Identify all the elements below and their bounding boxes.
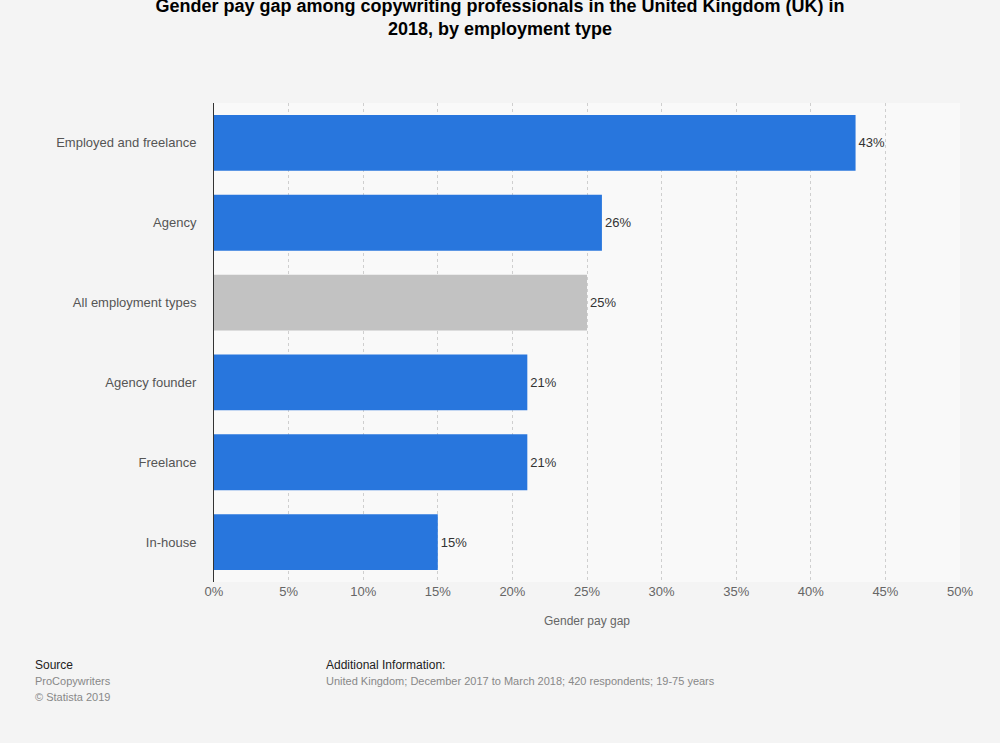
- svg-text:ProCopywriters: ProCopywriters: [35, 675, 111, 687]
- svg-text:Agency: Agency: [153, 215, 197, 230]
- svg-text:Gender pay gap among copywriti: Gender pay gap among copywriting profess…: [155, 0, 844, 39]
- svg-text:20%: 20%: [499, 584, 525, 599]
- svg-text:45%: 45%: [872, 584, 898, 599]
- svg-text:25%: 25%: [590, 295, 616, 310]
- svg-text:0%: 0%: [205, 584, 224, 599]
- svg-text:Source: Source: [35, 658, 73, 672]
- svg-text:In-house: In-house: [146, 535, 197, 550]
- svg-text:Gender pay gap: Gender pay gap: [544, 614, 630, 628]
- svg-text:21%: 21%: [530, 455, 556, 470]
- svg-text:50%: 50%: [947, 584, 973, 599]
- svg-text:43%: 43%: [859, 135, 885, 150]
- svg-text:Additional Information:: Additional Information:: [326, 658, 445, 672]
- svg-text:5%: 5%: [279, 584, 298, 599]
- svg-text:Agency founder: Agency founder: [105, 375, 197, 390]
- svg-text:30%: 30%: [649, 584, 675, 599]
- svg-text:© Statista 2019: © Statista 2019: [35, 691, 110, 703]
- svg-text:United Kingdom; December 2017: United Kingdom; December 2017 to March 2…: [326, 675, 715, 687]
- svg-text:25%: 25%: [574, 584, 600, 599]
- svg-text:35%: 35%: [723, 584, 749, 599]
- svg-text:15%: 15%: [441, 535, 467, 550]
- svg-text:10%: 10%: [350, 584, 376, 599]
- svg-text:40%: 40%: [798, 584, 824, 599]
- svg-text:Employed and freelance: Employed and freelance: [56, 135, 196, 150]
- svg-text:All employment types: All employment types: [73, 295, 197, 310]
- svg-text:26%: 26%: [605, 215, 631, 230]
- svg-text:Freelance: Freelance: [139, 455, 197, 470]
- svg-text:15%: 15%: [425, 584, 451, 599]
- svg-text:21%: 21%: [530, 375, 556, 390]
